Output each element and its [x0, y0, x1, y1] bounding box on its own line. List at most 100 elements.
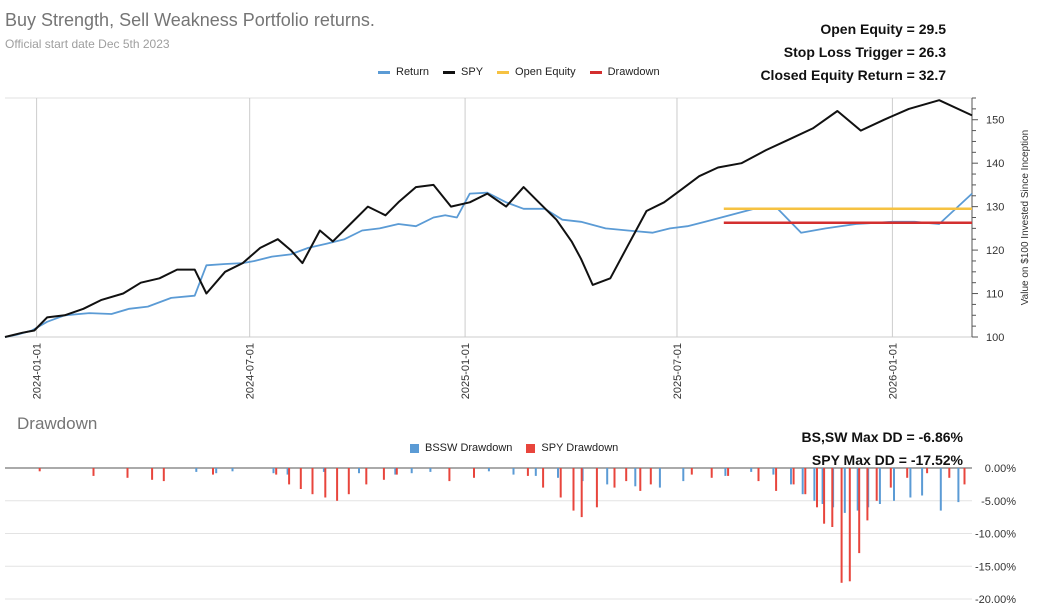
spy-drawdown-bar	[804, 468, 807, 495]
spy-drawdown-bar	[336, 468, 339, 501]
stop-loss-label: Stop Loss Trigger =	[783, 44, 915, 60]
bssw-drawdown-bar	[394, 468, 397, 475]
stop-loss-stat: Stop Loss Trigger = 26.3	[760, 41, 946, 64]
spy-drawdown-bar	[875, 468, 878, 501]
bssw-drawdown-bar	[893, 468, 895, 501]
legend-swatch-bssw-drawdown	[410, 443, 419, 453]
bssw-drawdown-bar	[195, 468, 198, 472]
legend-label-bssw-drawdown: BSSW Drawdown	[425, 442, 513, 454]
spy-drawdown-bar	[572, 468, 575, 511]
spy-drawdown-bar	[792, 468, 795, 485]
spy-drawdown-bar	[92, 468, 95, 476]
bssw-drawdown-bar	[512, 468, 515, 475]
y-tick-label: 110	[986, 289, 1004, 301]
bssw-drawdown-bar	[606, 468, 609, 485]
legend-item-spy-drawdown: SPY Drawdown	[526, 442, 618, 454]
spy-drawdown-bar	[710, 468, 713, 478]
spy-drawdown-bar	[382, 468, 385, 480]
open-equity-stat: Open Equity = 29.5	[760, 18, 946, 41]
spy-drawdown-bar	[347, 468, 350, 495]
bssw-drawdown-bar	[658, 468, 661, 488]
closed-equity-label: Closed Equity Return =	[760, 67, 915, 83]
legend-item-bssw-drawdown: BSSW Drawdown	[410, 442, 512, 454]
spy-drawdown-bar	[757, 468, 760, 482]
spy-drawdown-bar	[639, 468, 642, 491]
spy-drawdown-bar	[816, 468, 818, 508]
bssw-drawdown-bar	[487, 468, 490, 472]
spy-drawdown-bar	[906, 468, 909, 478]
legend-label-return: Return	[396, 66, 430, 78]
spy-drawdown-bar	[395, 468, 398, 475]
chart-subtitle: Official start date Dec 5th 2023	[5, 37, 170, 51]
x-tick-label: 2024-01-01	[32, 343, 44, 399]
spy-max-dd-stat: SPY Max DD = -17.52%	[802, 449, 963, 472]
spy-drawdown-bar	[559, 468, 562, 498]
returns-legend: Return SPY Open Equity Drawdown	[378, 66, 660, 78]
legend-swatch-open-equity	[497, 70, 510, 74]
spy-drawdown-bar	[580, 468, 583, 518]
bssw-drawdown-bar	[856, 468, 859, 511]
legend-label-spy-drawdown: SPY Drawdown	[541, 442, 619, 454]
dd-y-tick-label: -5.00%	[981, 496, 1016, 508]
spy-series-line	[4, 99, 973, 338]
bssw-drawdown-bar	[750, 468, 753, 472]
dd-y-tick-label: 0.00%	[985, 463, 1016, 475]
bssw-drawdown-bar	[682, 468, 685, 482]
bssw-drawdown-bar	[634, 468, 637, 487]
spy-drawdown-bar	[38, 468, 41, 472]
bssw-drawdown-bar	[429, 468, 432, 472]
bssw-drawdown-bar	[215, 468, 218, 474]
spy-max-dd-label: SPY Max DD =	[811, 452, 907, 468]
dd-y-tick-label: -10.00%	[975, 529, 1016, 541]
y-tick-label: 100	[986, 332, 1004, 344]
spy-drawdown-bar	[473, 468, 475, 478]
bssw-drawdown-bar	[843, 468, 846, 513]
return-series-line	[4, 191, 973, 338]
bssw-drawdown-bar	[821, 468, 824, 504]
spy-drawdown-bar	[311, 468, 314, 495]
bssw-drawdown-bar	[813, 468, 816, 501]
open-equity-value: 29.5	[918, 21, 946, 37]
x-tick-label: 2025-01-01	[460, 343, 472, 399]
x-tick-label: 2025-07-01	[672, 343, 684, 399]
bssw-drawdown-bar	[724, 468, 727, 476]
bssw-max-dd-value: -6.86%	[918, 429, 963, 445]
bssw-drawdown-bar	[909, 468, 912, 498]
spy-drawdown-bar	[526, 468, 529, 476]
stop-loss-value: 26.3	[918, 44, 946, 60]
bssw-drawdown-bar	[358, 468, 360, 474]
chart-title: Buy Strength, Sell Weakness Portfolio re…	[5, 10, 375, 30]
x-tick-label: 2024-07-01	[245, 343, 257, 399]
spy-drawdown-bar	[926, 468, 929, 474]
y-tick-label: 130	[986, 202, 1004, 214]
spy-drawdown-bar	[831, 468, 834, 527]
bssw-drawdown-bar	[322, 468, 325, 472]
y-axis-title: Value on $100 Invested Since Inception	[1020, 130, 1031, 306]
spy-max-dd-value: -17.52%	[910, 452, 963, 468]
dd-y-tick-label: -20.00%	[975, 594, 1016, 606]
legend-item-open-equity: Open Equity	[497, 66, 576, 78]
drawdown-title: Drawdown	[17, 414, 98, 433]
bssw-max-dd-label: BS,SW Max DD =	[801, 429, 915, 445]
spy-drawdown-bar	[889, 468, 892, 488]
spy-drawdown-bar	[866, 468, 869, 521]
drawdown-legend: BSSW Drawdown SPY Drawdown	[410, 442, 618, 454]
spy-drawdown-bar	[948, 468, 951, 478]
legend-item-drawdown: Drawdown	[589, 66, 660, 78]
legend-item-return: Return	[378, 66, 429, 78]
spy-drawdown-bar	[162, 468, 165, 482]
bssw-drawdown-bar	[272, 468, 275, 474]
bssw-max-dd-stat: BS,SW Max DD = -6.86%	[802, 426, 963, 449]
closed-equity-stat: Closed Equity Return = 32.7	[760, 64, 946, 87]
legend-item-spy: SPY	[443, 66, 483, 78]
spy-drawdown-bar	[625, 468, 628, 482]
legend-label-open-equity: Open Equity	[515, 66, 576, 78]
spy-drawdown-bar	[324, 468, 327, 498]
legend-swatch-spy-drawdown	[526, 443, 536, 453]
dd-y-tick-label: -15.00%	[975, 561, 1016, 573]
spy-drawdown-bar	[613, 468, 616, 488]
spy-drawdown-bar	[212, 468, 214, 475]
bssw-drawdown-bar	[231, 468, 234, 472]
spy-drawdown-bar	[690, 468, 693, 475]
